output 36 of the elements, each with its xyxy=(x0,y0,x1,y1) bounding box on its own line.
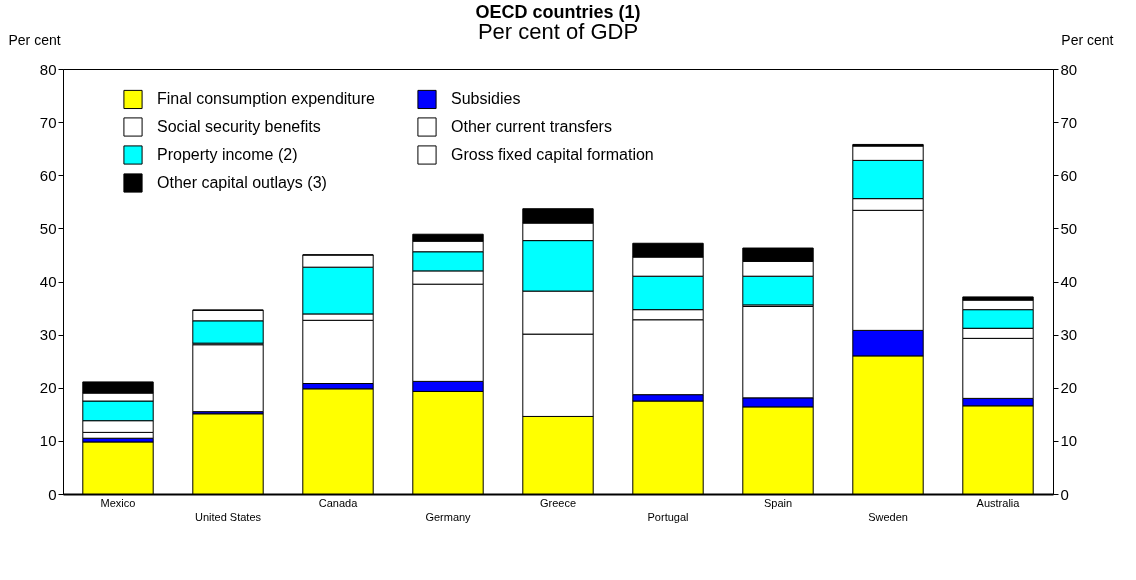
y2-tick-label: 30 xyxy=(1060,326,1078,344)
x-tick-label: Portugal xyxy=(647,510,689,523)
y-tick-label: 80 xyxy=(39,60,57,78)
y2-tick-label: 70 xyxy=(1060,113,1078,131)
x-tick-label: Canada xyxy=(318,496,359,509)
legend-label: Gross fixed capital formation xyxy=(451,146,654,163)
y2-tick-label: 60 xyxy=(1060,166,1078,184)
y2-tick-label: 20 xyxy=(1060,379,1078,397)
x-tick-label: Sweden xyxy=(868,510,908,523)
y2-tick-label: 10 xyxy=(1060,432,1078,450)
x-tick-label: Greece xyxy=(539,496,577,509)
y-tick-label: 60 xyxy=(39,166,57,184)
y2-tick-label: 50 xyxy=(1060,219,1078,237)
y2-tick-label: 80 xyxy=(1060,60,1078,78)
x-tick-label: Mexico xyxy=(100,496,136,509)
y-tick-label: 50 xyxy=(39,219,57,237)
y2-tick-label: 0 xyxy=(1060,485,1069,503)
y-tick-label: 20 xyxy=(39,379,57,397)
legend-label: Other current transfers xyxy=(451,118,612,135)
x-tick-label: Australia xyxy=(976,496,1021,509)
legend-label: Final consumption expenditure xyxy=(157,90,376,108)
y-tick-label: 0 xyxy=(48,485,57,503)
y-tick-label: 40 xyxy=(39,273,57,290)
legend-label: Social security benefits xyxy=(157,118,321,135)
x-tick-label: Germany xyxy=(425,510,472,523)
y2-axis-title: Per cent xyxy=(1061,31,1114,48)
y-tick-label: 10 xyxy=(39,432,57,450)
y2-tick-label: 40 xyxy=(1060,273,1078,290)
legend-label: Property income (2) xyxy=(157,146,298,163)
legend-label: Other capital outlays (3) xyxy=(157,174,327,191)
legend-label: Subsidies xyxy=(451,90,521,108)
x-tick-label: Spain xyxy=(763,496,793,509)
x-tick-label: United States xyxy=(194,510,262,523)
y-axis-title: Per cent xyxy=(8,31,61,48)
y-tick-label: 70 xyxy=(39,113,57,131)
y-tick-label: 30 xyxy=(39,326,57,344)
